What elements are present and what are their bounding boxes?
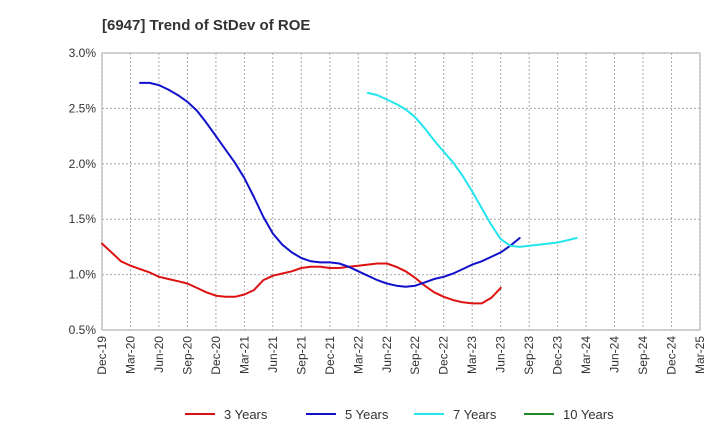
x-tick-label: Jun-20 (152, 336, 166, 373)
x-tick-label: Sep-22 (408, 336, 422, 375)
x-tick-label: Sep-21 (294, 336, 308, 375)
x-tick-label: Sep-20 (180, 336, 194, 375)
x-tick-label: Dec-21 (323, 336, 337, 375)
x-tick-label: Mar-25 (693, 336, 707, 374)
y-axis-ticks: 0.5% 1.0% 1.5% 2.0% 2.5% 3.0% (69, 46, 97, 337)
x-tick-label: Mar-23 (465, 336, 479, 374)
x-tick-label: Jun-23 (494, 336, 508, 373)
legend-label: 7 Years (453, 407, 497, 422)
x-tick-label: Dec-24 (665, 336, 679, 375)
series-line-5-years (139, 81, 521, 288)
chart-title: [6947] Trend of StDev of ROE (102, 17, 310, 34)
legend-label: 10 Years (563, 407, 614, 422)
legend: 3 Years 5 Years 7 Years 10 Years (185, 407, 614, 422)
x-tick-label: Jun-24 (608, 336, 622, 373)
y-tick-label: 0.5% (69, 323, 97, 337)
x-tick-label: Jun-22 (380, 336, 394, 373)
x-tick-label: Mar-20 (123, 336, 137, 374)
x-tick-label: Mar-24 (579, 336, 593, 374)
series-lines (101, 81, 578, 305)
x-axis-ticks: Dec-19 Mar-20 Jun-20 Sep-20 Dec-20 Mar-21 Jun-… (95, 336, 707, 375)
x-tick-label: Dec-20 (209, 336, 223, 375)
series-line-3-years (101, 242, 502, 305)
x-tick-label: Mar-21 (237, 336, 251, 374)
series-line-7-years (366, 91, 578, 248)
x-tick-label: Sep-23 (522, 336, 536, 375)
x-tick-label: Dec-23 (551, 336, 565, 375)
x-tick-label: Dec-22 (437, 336, 451, 375)
plot-area (101, 52, 701, 331)
y-tick-label: 1.5% (69, 212, 97, 226)
legend-label: 5 Years (345, 407, 389, 422)
y-tick-label: 2.0% (69, 157, 97, 171)
y-tick-label: 3.0% (69, 46, 97, 60)
x-tick-label: Jun-21 (266, 336, 280, 373)
y-tick-label: 1.0% (69, 268, 97, 282)
legend-label: 3 Years (224, 407, 268, 422)
x-tick-label: Dec-19 (95, 336, 109, 375)
x-tick-label: Mar-22 (351, 336, 365, 374)
y-tick-label: 2.5% (69, 101, 97, 115)
x-tick-label: Sep-24 (636, 336, 650, 375)
